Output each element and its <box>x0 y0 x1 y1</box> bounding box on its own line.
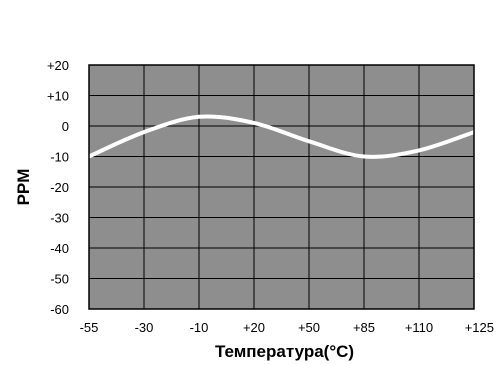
y-axis-label: PPM <box>14 169 33 206</box>
y-tick-label: +20 <box>47 58 69 73</box>
x-tick-label: +110 <box>405 320 433 335</box>
y-tick-label: -40 <box>50 241 69 256</box>
y-tick-labels: +20 +10 0 -10 -20 -30 -40 -50 -60 <box>47 58 69 317</box>
x-tick-label: -30 <box>135 320 154 335</box>
y-tick-label: -10 <box>50 150 69 165</box>
x-tick-label: -55 <box>80 320 99 335</box>
plot-border <box>88 64 475 310</box>
grid-lines <box>89 65 474 309</box>
x-tick-label: +85 <box>353 320 375 335</box>
y-tick-label: -20 <box>50 180 69 195</box>
y-tick-label: -50 <box>50 272 69 287</box>
x-axis-label: Температура(°C) <box>215 342 354 361</box>
x-tick-label: +125 <box>465 320 494 335</box>
series-line <box>87 114 476 159</box>
y-tick-label: +10 <box>47 89 69 104</box>
x-tick-label: +20 <box>243 320 265 335</box>
x-tick-labels: -55 -30 -10 +20 +50 +85 +110 +125 <box>80 320 494 335</box>
y-tick-label: -30 <box>50 211 69 226</box>
y-tick-label: -60 <box>50 302 69 317</box>
x-tick-label: -10 <box>190 320 209 335</box>
x-tick-label: +50 <box>298 320 320 335</box>
y-tick-label: 0 <box>62 119 69 134</box>
